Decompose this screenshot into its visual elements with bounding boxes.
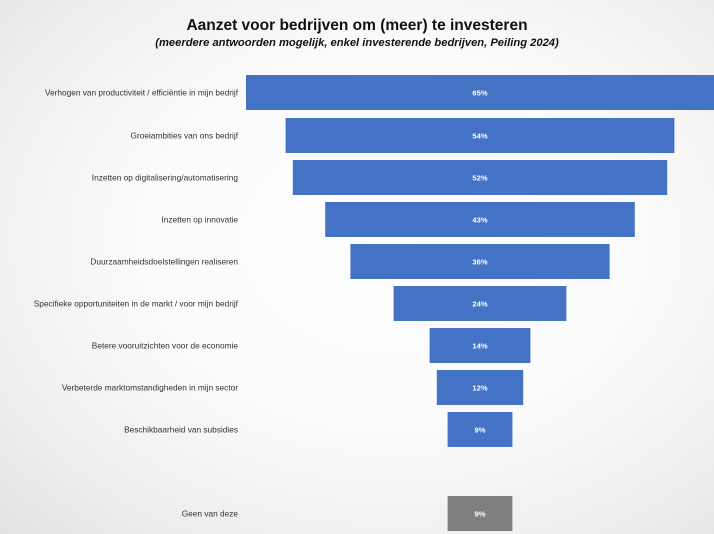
category-label-9: Beschikbaarheid van subsidies (124, 425, 238, 435)
category-label-3: Inzetten op digitalisering/automatiserin… (92, 173, 239, 183)
value-label-1: 65% (472, 89, 487, 98)
bar-2 (285, 118, 675, 153)
value-label-4: 43% (472, 216, 487, 225)
category-label-4: Inzetten op innovatie (161, 215, 238, 225)
value-label-9: 9% (475, 426, 486, 435)
category-label-10: Geen van deze (182, 509, 239, 519)
category-label-8: Verbeterde marktomstandigheden in mijn s… (62, 383, 238, 393)
bar-7 (429, 328, 531, 363)
value-label-2: 54% (472, 132, 487, 141)
bar-9 (447, 412, 513, 447)
value-label-3: 52% (472, 174, 487, 183)
bar-1 (246, 75, 714, 110)
bar-5 (350, 244, 610, 279)
value-label-6: 24% (472, 300, 487, 309)
value-label-10: 9% (475, 510, 486, 519)
category-label-7: Betere vooruitzichten voor de economie (92, 341, 239, 351)
bar-4 (325, 202, 635, 237)
value-label-7: 14% (472, 342, 487, 351)
category-label-5: Duurzaamheidsdoelstellingen realiseren (90, 257, 238, 267)
category-label-1: Verhogen van productiviteit / efficiënti… (45, 88, 239, 98)
bar-10 (447, 496, 513, 531)
category-label-2: Groeiambities van ons bedrijf (131, 131, 239, 141)
value-label-5: 36% (472, 258, 487, 267)
category-label-6: Specifieke opportuniteiten in de markt /… (34, 299, 239, 309)
bar-3 (292, 160, 668, 195)
chart-title: Aanzet voor bedrijven om (meer) te inves… (186, 17, 528, 34)
bar-8 (436, 370, 524, 405)
value-label-8: 12% (472, 384, 487, 393)
chart-subtitle: (meerdere antwoorden mogelijk, enkel inv… (155, 37, 559, 49)
bar-6 (393, 286, 567, 321)
